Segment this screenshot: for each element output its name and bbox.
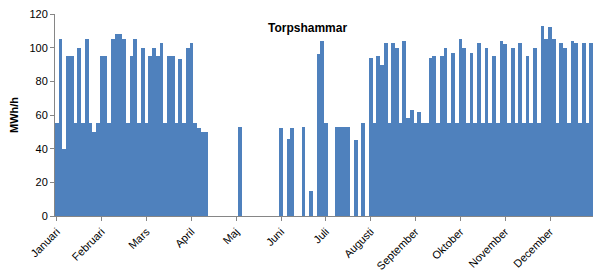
svg-text:0: 0 [42,210,48,222]
svg-text:November: November [466,225,511,270]
svg-text:MWh/h: MWh/h [8,97,20,133]
svg-text:September: September [374,225,421,272]
svg-text:Oktober: Oktober [430,225,466,261]
svg-text:April: April [173,226,197,250]
svg-text:Augusti: Augusti [342,226,376,260]
svg-text:Maj: Maj [220,226,241,247]
svg-text:100: 100 [29,42,47,54]
svg-text:120: 120 [29,8,47,20]
svg-text:80: 80 [36,75,48,87]
svg-text:20: 20 [36,176,48,188]
svg-text:December: December [511,225,556,270]
svg-text:Januari: Januari [28,226,62,260]
svg-text:40: 40 [36,143,48,155]
svg-text:60: 60 [36,109,48,121]
svg-text:Juli: Juli [311,226,331,246]
svg-text:Torpshammar: Torpshammar [268,21,347,35]
svg-text:Februari: Februari [70,226,107,263]
svg-text:Mars: Mars [126,225,152,251]
svg-text:Juni: Juni [264,226,287,249]
